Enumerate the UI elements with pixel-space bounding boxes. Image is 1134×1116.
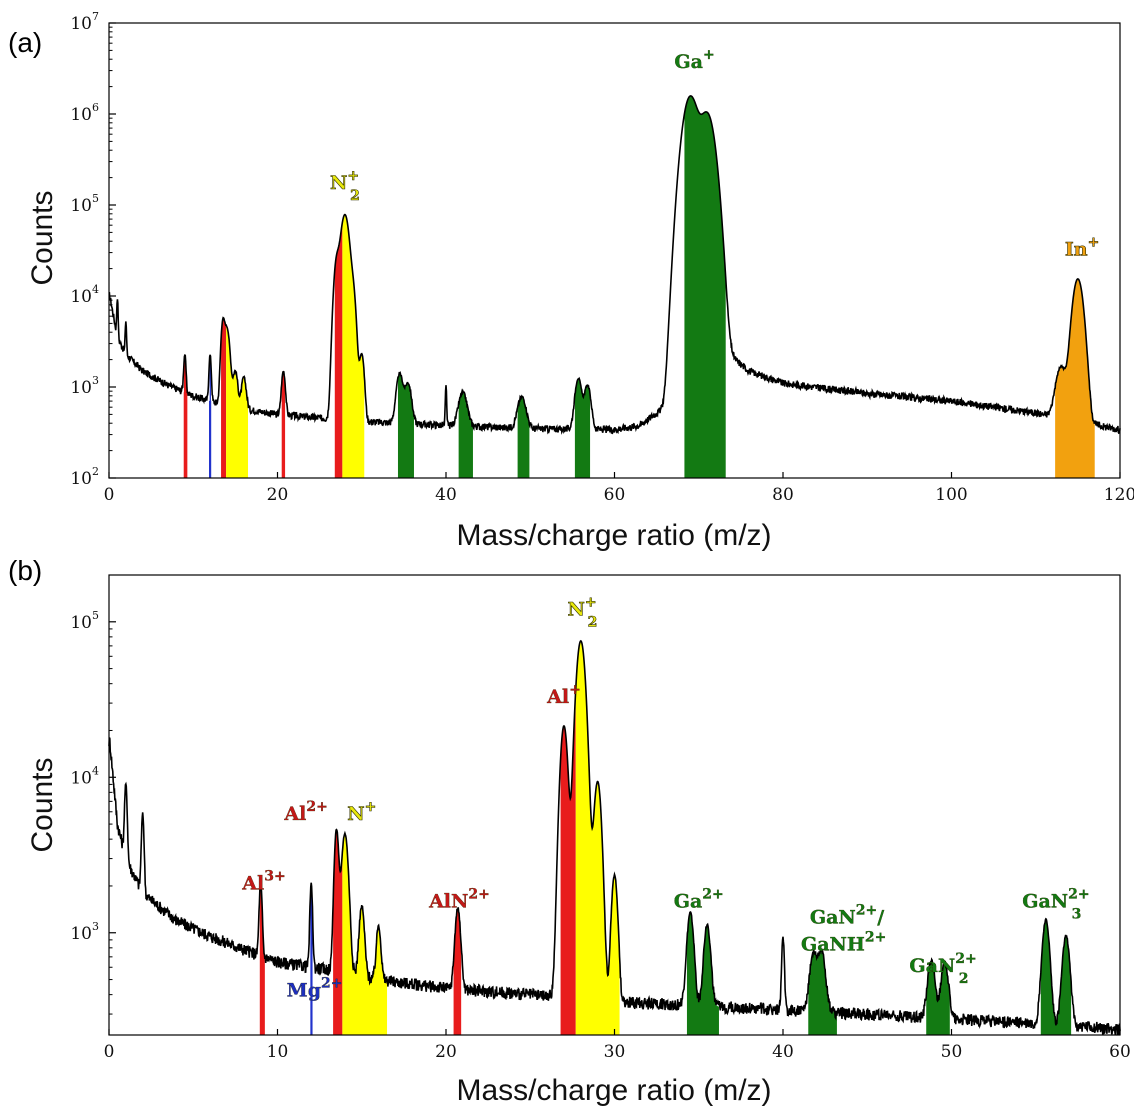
- range-band: [808, 950, 837, 1035]
- panel-a-x-ticks: 0 20 40 60 80 100 120: [104, 472, 1134, 505]
- range-band: [560, 689, 576, 1035]
- y-tick-label: 105: [70, 609, 99, 633]
- range-band: [575, 641, 620, 1035]
- x-tick-label: 100: [935, 485, 967, 505]
- peak-label: GaN2+ 2: [909, 951, 976, 987]
- peak-label: N+ 2: [330, 168, 360, 204]
- peak-label: Ga+: [674, 47, 714, 73]
- peak-label: Al2+: [283, 799, 327, 825]
- y-tick-label: 102: [70, 465, 99, 489]
- x-tick-label: 80: [772, 485, 794, 505]
- y-tick-label: 103: [70, 374, 99, 398]
- range-band: [684, 95, 726, 478]
- x-tick-label: 0: [104, 485, 115, 505]
- panel-b-y-axis-title: Counts: [26, 757, 59, 852]
- peak-label: Al+: [546, 682, 581, 708]
- y-tick-label: 104: [70, 283, 99, 307]
- y-tick-label: 104: [70, 764, 99, 788]
- x-tick-label: 120: [1104, 485, 1134, 505]
- range-band: [259, 883, 265, 1035]
- y-tick-label: 106: [70, 101, 99, 125]
- range-band: [517, 396, 530, 478]
- panel-b-y-ticks: 103 104 105: [70, 609, 116, 1015]
- panel-a-spectrum-trace: [108, 95, 1121, 435]
- range-band: [333, 829, 343, 1035]
- panel-b-chart: (b) 0 10 20 30 40 50 60 103 104 105 Al3+ Mg2+ Al2+…: [8, 555, 1131, 1107]
- range-band: [342, 833, 388, 1035]
- panel-b-peak-labels: Al3+ Mg2+ Al2+ N+ AlN2+ Al+ N+ 2 Ga2+ GaN2+/GaNH2…: [241, 594, 1090, 1001]
- panel-b-spectrum-trace: [108, 639, 1121, 1036]
- peak-label: Ga2+: [674, 887, 724, 913]
- range-band: [334, 222, 343, 478]
- y-tick-label: 103: [70, 920, 99, 944]
- range-band: [1040, 920, 1072, 1035]
- peak-label: GaN2+/: [810, 902, 884, 928]
- panel-a-peak-fills: [183, 392, 212, 478]
- x-tick-label: 30: [604, 1042, 626, 1062]
- range-band: [453, 908, 462, 1035]
- range-band: [458, 392, 473, 478]
- x-tick-label: 60: [604, 485, 626, 505]
- x-tick-label: 40: [435, 485, 457, 505]
- panel-b-x-ticks: 0 10 20 30 40 50 60: [104, 1029, 1131, 1062]
- panel-b-x-axis-title: Mass/charge ratio (m/z): [456, 1074, 771, 1107]
- x-tick-label: 20: [435, 1042, 457, 1062]
- range-band: [281, 371, 286, 478]
- peak-label: GaNH2+: [801, 929, 886, 955]
- x-tick-label: 20: [267, 485, 289, 505]
- panel-a-bands: [183, 95, 1095, 479]
- range-band: [397, 373, 414, 478]
- panel-b-bands: [259, 641, 1072, 1035]
- peak-label: Al3+: [241, 868, 285, 894]
- peak-label: N+ 2: [568, 594, 598, 630]
- peak-label: AlN2+: [428, 887, 490, 913]
- peak-label: N+: [347, 799, 376, 825]
- peak-label: GaN2+ 3: [1022, 887, 1089, 923]
- panel-a-y-ticks: 102 103 104 105 106 107: [70, 10, 116, 489]
- y-tick-label: 105: [70, 192, 99, 216]
- range-band: [342, 214, 365, 479]
- range-band: [221, 317, 227, 478]
- x-tick-label: 10: [267, 1042, 289, 1062]
- x-tick-label: 50: [941, 1042, 963, 1062]
- panel-a-label: (a): [8, 27, 42, 58]
- range-band: [574, 378, 591, 478]
- panel-a-y-axis-title: Counts: [26, 190, 59, 285]
- panel-a-x-axis-title: Mass/charge ratio (m/z): [456, 519, 771, 552]
- x-tick-label: 60: [1109, 1042, 1131, 1062]
- panel-b-label: (b): [8, 555, 42, 586]
- x-tick-label: 40: [772, 1042, 794, 1062]
- peak-label: Mg2+: [287, 975, 343, 1001]
- x-tick-label: 0: [104, 1042, 115, 1062]
- y-tick-label: 107: [70, 10, 99, 34]
- range-band: [226, 325, 249, 478]
- peak-label: In+: [1065, 234, 1099, 260]
- panel-a-chart: (a) 0 20 40 60 80 100 120 102 103 104 105 106 107 G…: [8, 10, 1134, 552]
- panel-a-peak-labels: Ga+ N+ 2 In+: [330, 47, 1100, 261]
